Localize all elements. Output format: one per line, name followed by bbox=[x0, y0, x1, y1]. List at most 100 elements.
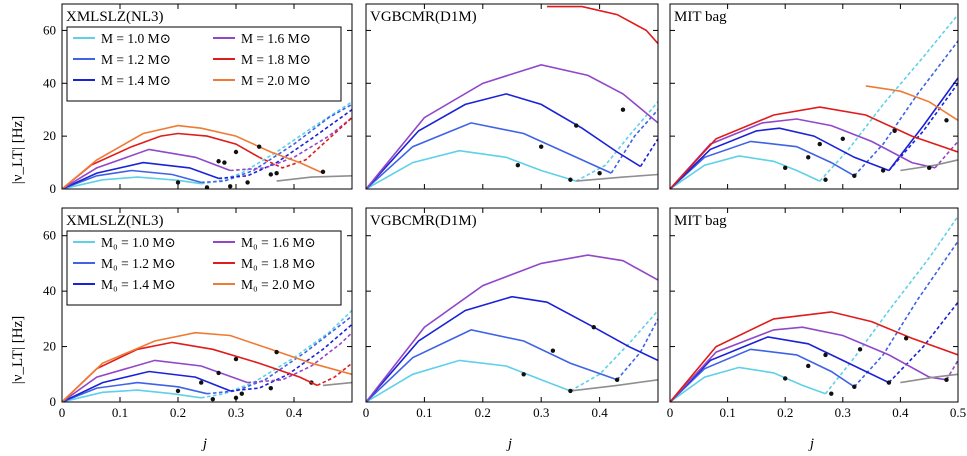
plot-area bbox=[670, 215, 958, 402]
series-line-1.6 bbox=[366, 63, 658, 189]
series-dashed-1.4 bbox=[230, 323, 352, 392]
marker-1.6 bbox=[857, 347, 863, 352]
panel-0: 0 20 40 60 XMLSLZ(NL3) M = 1.0 M⊙ M = 1.6 M⊙ M … bbox=[43, 3, 353, 196]
marker-extra-0 bbox=[829, 391, 834, 396]
xlabel-3: j bbox=[808, 436, 814, 452]
series-dashed-1.6 bbox=[247, 332, 352, 384]
marker-1.8 bbox=[903, 336, 909, 341]
xtick-label: 0.1 bbox=[112, 405, 128, 420]
panel-1: VGBCMR(D1M) bbox=[365, 3, 659, 190]
series-line-1.6 bbox=[62, 359, 248, 402]
marker-1.2 bbox=[539, 144, 544, 149]
series-line-1.6 bbox=[670, 326, 947, 402]
marker-1.0 bbox=[515, 163, 521, 168]
ytick-label: 0 bbox=[50, 181, 57, 196]
xtick-label: 0.1 bbox=[719, 405, 735, 420]
series-dashed-1.6 bbox=[230, 116, 352, 172]
panel-title: VGBCMR(D1M) bbox=[370, 213, 477, 229]
marker-extra-1 bbox=[597, 170, 602, 176]
legend-label-1.0: M = 1.0 M⊙ bbox=[101, 31, 171, 46]
series-line-1.2 bbox=[62, 381, 208, 402]
legend-box bbox=[66, 230, 342, 306]
marker-2.0 bbox=[944, 118, 949, 123]
marker-1.0 bbox=[204, 185, 210, 189]
panel-title: XMLSLZ(NL3) bbox=[66, 213, 164, 229]
panel-title: MIT bag bbox=[674, 213, 727, 229]
series-line-1.4 bbox=[62, 161, 219, 189]
axes-frame bbox=[365, 3, 659, 190]
series-line-1.8 bbox=[62, 341, 318, 402]
legend-label-1.6: M₀ = 1.6 M⊙ bbox=[241, 235, 316, 250]
marker-extra-2 bbox=[233, 149, 239, 155]
legend-label-1.2: M = 1.2 M⊙ bbox=[101, 52, 171, 67]
legend-label-1.2: M₀ = 1.2 M⊙ bbox=[101, 256, 176, 271]
ytick-label: 20 bbox=[43, 128, 56, 143]
plot-area bbox=[62, 101, 352, 189]
ytick-label: 60 bbox=[43, 22, 56, 37]
legend: M₀ = 1.0 M⊙ M₀ = 1.6 M⊙ M₀ = 1.2 M⊙ M₀ = 1.… bbox=[66, 230, 342, 306]
xtick-label: 0.3 bbox=[835, 405, 851, 420]
series-line-1.6 bbox=[670, 118, 936, 189]
ytick-label: 20 bbox=[43, 339, 56, 354]
legend-label-1.6: M = 1.6 M⊙ bbox=[241, 31, 311, 46]
legend-label-1.0: M₀ = 1.0 M⊙ bbox=[101, 235, 176, 250]
series-dashed-1.8 bbox=[316, 362, 352, 387]
series-line-1.2 bbox=[670, 140, 855, 189]
series-line-1.0 bbox=[62, 176, 202, 189]
marker-2.0 bbox=[257, 144, 262, 149]
plot-area bbox=[670, 14, 958, 189]
legend-label-2.0: M₀ = 2.0 M⊙ bbox=[241, 277, 316, 292]
panels: 0 20 40 60 XMLSLZ(NL3) M = 1.0 M⊙ M = 1.6 M⊙ M … bbox=[43, 3, 966, 420]
xtick-label: 0.3 bbox=[228, 405, 244, 420]
xtick-label: 0 bbox=[667, 405, 674, 420]
legend-box bbox=[66, 26, 342, 102]
marker-1.8 bbox=[222, 160, 227, 165]
series-line-1.8 bbox=[670, 311, 958, 402]
marker-1.8 bbox=[892, 128, 897, 134]
marker-1.2 bbox=[806, 155, 811, 160]
marker-extra-2 bbox=[886, 380, 892, 385]
marker-extra-0 bbox=[568, 177, 573, 182]
series-rise-1.4 bbox=[888, 77, 958, 171]
xtick-label: 0 bbox=[59, 405, 66, 420]
series-line-gray bbox=[276, 175, 352, 182]
series-dashed-1.0 bbox=[824, 215, 958, 395]
series-dashed-1.4 bbox=[888, 301, 958, 384]
ytick-label: 0 bbox=[50, 394, 57, 409]
panel-title: XMLSLZ(NL3) bbox=[66, 9, 164, 25]
xtick-label: 0.2 bbox=[170, 405, 186, 420]
marker-1.0 bbox=[783, 376, 788, 381]
series-line-1.0 bbox=[366, 359, 571, 402]
series-line-gray bbox=[576, 173, 658, 182]
marker-extra-4 bbox=[320, 169, 326, 175]
marker-2.0 bbox=[274, 349, 279, 355]
series-dashed-1.0 bbox=[570, 309, 658, 392]
series-line-1.0 bbox=[62, 389, 202, 402]
ytick-label: 40 bbox=[43, 75, 56, 90]
xtick-label: 0.2 bbox=[475, 405, 491, 420]
marker-1.4 bbox=[823, 352, 828, 358]
marker-extra-2 bbox=[880, 168, 886, 173]
panel-title: VGBCMR(D1M) bbox=[370, 9, 477, 25]
series-line-gray bbox=[570, 379, 658, 392]
series-line-1.4 bbox=[366, 93, 641, 189]
series-line-1.8 bbox=[547, 5, 658, 45]
series-dashed-1.2 bbox=[853, 40, 958, 177]
marker-1.4 bbox=[245, 180, 250, 185]
marker-1.6 bbox=[274, 170, 279, 176]
ytick-label: 40 bbox=[43, 283, 56, 298]
series-dashed-1.4 bbox=[639, 138, 658, 167]
marker-extra-0 bbox=[175, 180, 181, 185]
series-dashed-1.8 bbox=[258, 117, 352, 169]
plot-area bbox=[62, 309, 352, 402]
xtick-label: 0.2 bbox=[777, 405, 793, 420]
series-dashed2-1.4 bbox=[888, 82, 958, 172]
series-line-1.6 bbox=[62, 148, 231, 189]
xtick-label: 0.4 bbox=[286, 405, 303, 420]
ylabel-top: |ν_LT| [Hz] bbox=[10, 116, 26, 184]
axes-frame bbox=[365, 207, 659, 403]
series-line-gray bbox=[322, 381, 352, 387]
axes-frame bbox=[61, 3, 353, 190]
marker-1.2 bbox=[228, 184, 233, 189]
series-line-1.2 bbox=[62, 169, 202, 189]
